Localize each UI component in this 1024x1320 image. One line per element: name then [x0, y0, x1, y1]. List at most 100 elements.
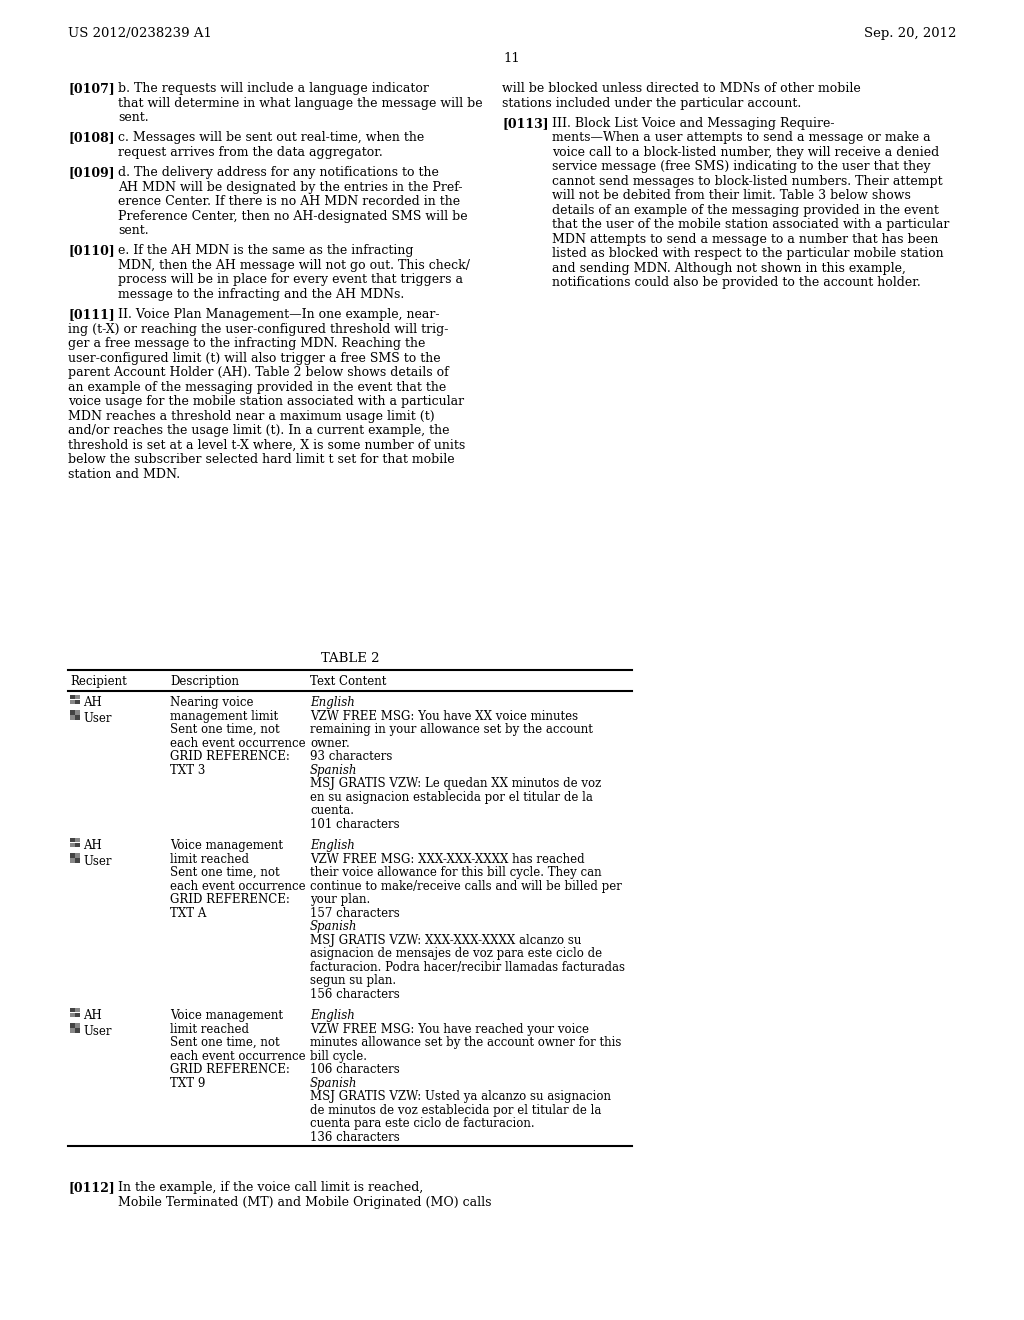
- Bar: [75, 1023, 80, 1028]
- Text: VZW FREE MSG: You have reached your voice: VZW FREE MSG: You have reached your voic…: [310, 1023, 589, 1036]
- Text: parent Account Holder (AH). Table 2 below shows details of: parent Account Holder (AH). Table 2 belo…: [68, 366, 449, 379]
- Text: User: User: [83, 1024, 112, 1038]
- Text: details of an example of the messaging provided in the event: details of an example of the messaging p…: [552, 203, 939, 216]
- Text: process will be in place for every event that triggers a: process will be in place for every event…: [118, 273, 463, 286]
- Text: 157 characters: 157 characters: [310, 907, 399, 920]
- Text: Spanish: Spanish: [310, 920, 357, 933]
- Text: 11: 11: [504, 51, 520, 65]
- Text: each event occurrence: each event occurrence: [170, 737, 305, 750]
- Bar: [75, 694, 80, 700]
- Bar: [70, 700, 75, 704]
- Text: their voice allowance for this bill cycle. They can: their voice allowance for this bill cycl…: [310, 866, 602, 879]
- Text: will be blocked unless directed to MDNs of other mobile: will be blocked unless directed to MDNs …: [502, 82, 861, 95]
- Bar: [70, 715, 75, 719]
- Text: Voice management: Voice management: [170, 1010, 283, 1022]
- Text: User: User: [83, 711, 112, 725]
- Text: GRID REFERENCE:: GRID REFERENCE:: [170, 750, 290, 763]
- Text: III. Block List Voice and Messaging Require-: III. Block List Voice and Messaging Requ…: [552, 116, 835, 129]
- Text: Description: Description: [170, 675, 239, 688]
- Bar: [75, 715, 80, 719]
- Text: that the user of the mobile station associated with a particular: that the user of the mobile station asso…: [552, 218, 949, 231]
- Text: b. The requests will include a language indicator: b. The requests will include a language …: [118, 82, 429, 95]
- Text: request arrives from the data aggregator.: request arrives from the data aggregator…: [118, 145, 383, 158]
- Bar: [70, 858, 75, 863]
- Text: AH MDN will be designated by the entries in the Pref-: AH MDN will be designated by the entries…: [118, 181, 463, 194]
- Text: [0109]: [0109]: [68, 166, 115, 180]
- Text: listed as blocked with respect to the particular mobile station: listed as blocked with respect to the pa…: [552, 247, 944, 260]
- Text: and sending MDN. Although not shown in this example,: and sending MDN. Although not shown in t…: [552, 261, 906, 275]
- Bar: [75, 1007, 80, 1012]
- Bar: [75, 710, 80, 714]
- Text: sent.: sent.: [118, 111, 148, 124]
- Text: MDN, then the AH message will not go out. This check/: MDN, then the AH message will not go out…: [118, 259, 470, 272]
- Text: 136 characters: 136 characters: [310, 1131, 399, 1143]
- Text: 101 characters: 101 characters: [310, 817, 399, 830]
- Bar: [75, 858, 80, 863]
- Text: [0108]: [0108]: [68, 131, 115, 144]
- Bar: [75, 838, 80, 842]
- Text: sent.: sent.: [118, 224, 148, 238]
- Text: Preference Center, then no AH-designated SMS will be: Preference Center, then no AH-designated…: [118, 210, 468, 223]
- Bar: [70, 1023, 75, 1028]
- Text: Sent one time, not: Sent one time, not: [170, 866, 280, 879]
- Text: Recipient: Recipient: [70, 675, 127, 688]
- Text: limit reached: limit reached: [170, 853, 249, 866]
- Text: MDN attempts to send a message to a number that has been: MDN attempts to send a message to a numb…: [552, 232, 938, 246]
- Text: TXT 3: TXT 3: [170, 764, 206, 776]
- Bar: [70, 1012, 75, 1018]
- Text: US 2012/0238239 A1: US 2012/0238239 A1: [68, 26, 212, 40]
- Bar: [70, 694, 75, 700]
- Text: cannot send messages to block-listed numbers. Their attempt: cannot send messages to block-listed num…: [552, 174, 943, 187]
- Text: AH: AH: [83, 696, 101, 709]
- Text: English: English: [310, 1010, 355, 1022]
- Text: your plan.: your plan.: [310, 894, 371, 907]
- Text: e. If the AH MDN is the same as the infracting: e. If the AH MDN is the same as the infr…: [118, 244, 414, 257]
- Text: each event occurrence: each event occurrence: [170, 879, 305, 892]
- Bar: [70, 1007, 75, 1012]
- Text: user-configured limit (t) will also trigger a free SMS to the: user-configured limit (t) will also trig…: [68, 351, 440, 364]
- Text: bill cycle.: bill cycle.: [310, 1049, 367, 1063]
- Text: Sent one time, not: Sent one time, not: [170, 1036, 280, 1049]
- Text: continue to make/receive calls and will be billed per: continue to make/receive calls and will …: [310, 879, 622, 892]
- Text: station and MDN.: station and MDN.: [68, 467, 180, 480]
- Text: voice usage for the mobile station associated with a particular: voice usage for the mobile station assoc…: [68, 395, 464, 408]
- Text: asignacion de mensajes de voz para este ciclo de: asignacion de mensajes de voz para este …: [310, 948, 602, 960]
- Text: [0113]: [0113]: [502, 116, 549, 129]
- Text: Spanish: Spanish: [310, 1077, 357, 1090]
- Text: notifications could also be provided to the account holder.: notifications could also be provided to …: [552, 276, 921, 289]
- Text: [0107]: [0107]: [68, 82, 115, 95]
- Text: TXT 9: TXT 9: [170, 1077, 206, 1090]
- Bar: [75, 700, 80, 704]
- Text: stations included under the particular account.: stations included under the particular a…: [502, 96, 801, 110]
- Text: ments—When a user attempts to send a message or make a: ments—When a user attempts to send a mes…: [552, 131, 931, 144]
- Text: Voice management: Voice management: [170, 840, 283, 853]
- Text: voice call to a block-listed number, they will receive a denied: voice call to a block-listed number, the…: [552, 145, 939, 158]
- Text: management limit: management limit: [170, 710, 279, 723]
- Text: [0112]: [0112]: [68, 1181, 115, 1195]
- Text: that will determine in what language the message will be: that will determine in what language the…: [118, 96, 482, 110]
- Text: Nearing voice: Nearing voice: [170, 696, 254, 709]
- Text: TABLE 2: TABLE 2: [321, 652, 379, 665]
- Bar: [75, 842, 80, 847]
- Text: English: English: [310, 840, 355, 853]
- Text: English: English: [310, 696, 355, 709]
- Text: segun su plan.: segun su plan.: [310, 974, 396, 987]
- Text: message to the infracting and the AH MDNs.: message to the infracting and the AH MDN…: [118, 288, 404, 301]
- Text: remaining in your allowance set by the account: remaining in your allowance set by the a…: [310, 723, 593, 737]
- Text: AH: AH: [83, 1010, 101, 1022]
- Text: and/or reaches the usage limit (t). In a current example, the: and/or reaches the usage limit (t). In a…: [68, 424, 450, 437]
- Text: cuenta.: cuenta.: [310, 804, 354, 817]
- Text: facturacion. Podra hacer/recibir llamadas facturadas: facturacion. Podra hacer/recibir llamada…: [310, 961, 625, 974]
- Text: cuenta para este ciclo de facturacion.: cuenta para este ciclo de facturacion.: [310, 1117, 535, 1130]
- Text: d. The delivery address for any notifications to the: d. The delivery address for any notifica…: [118, 166, 439, 180]
- Text: ger a free message to the infracting MDN. Reaching the: ger a free message to the infracting MDN…: [68, 337, 425, 350]
- Text: Mobile Terminated (MT) and Mobile Originated (MO) calls: Mobile Terminated (MT) and Mobile Origin…: [118, 1196, 492, 1209]
- Text: MSJ GRATIS VZW: Usted ya alcanzo su asignacion: MSJ GRATIS VZW: Usted ya alcanzo su asig…: [310, 1090, 611, 1104]
- Text: II. Voice Plan Management—In one example, near-: II. Voice Plan Management—In one example…: [118, 308, 439, 321]
- Text: [0110]: [0110]: [68, 244, 115, 257]
- Bar: [75, 853, 80, 858]
- Text: de minutos de voz establecida por el titular de la: de minutos de voz establecida por el tit…: [310, 1104, 601, 1117]
- Bar: [75, 1012, 80, 1018]
- Bar: [70, 853, 75, 858]
- Text: limit reached: limit reached: [170, 1023, 249, 1036]
